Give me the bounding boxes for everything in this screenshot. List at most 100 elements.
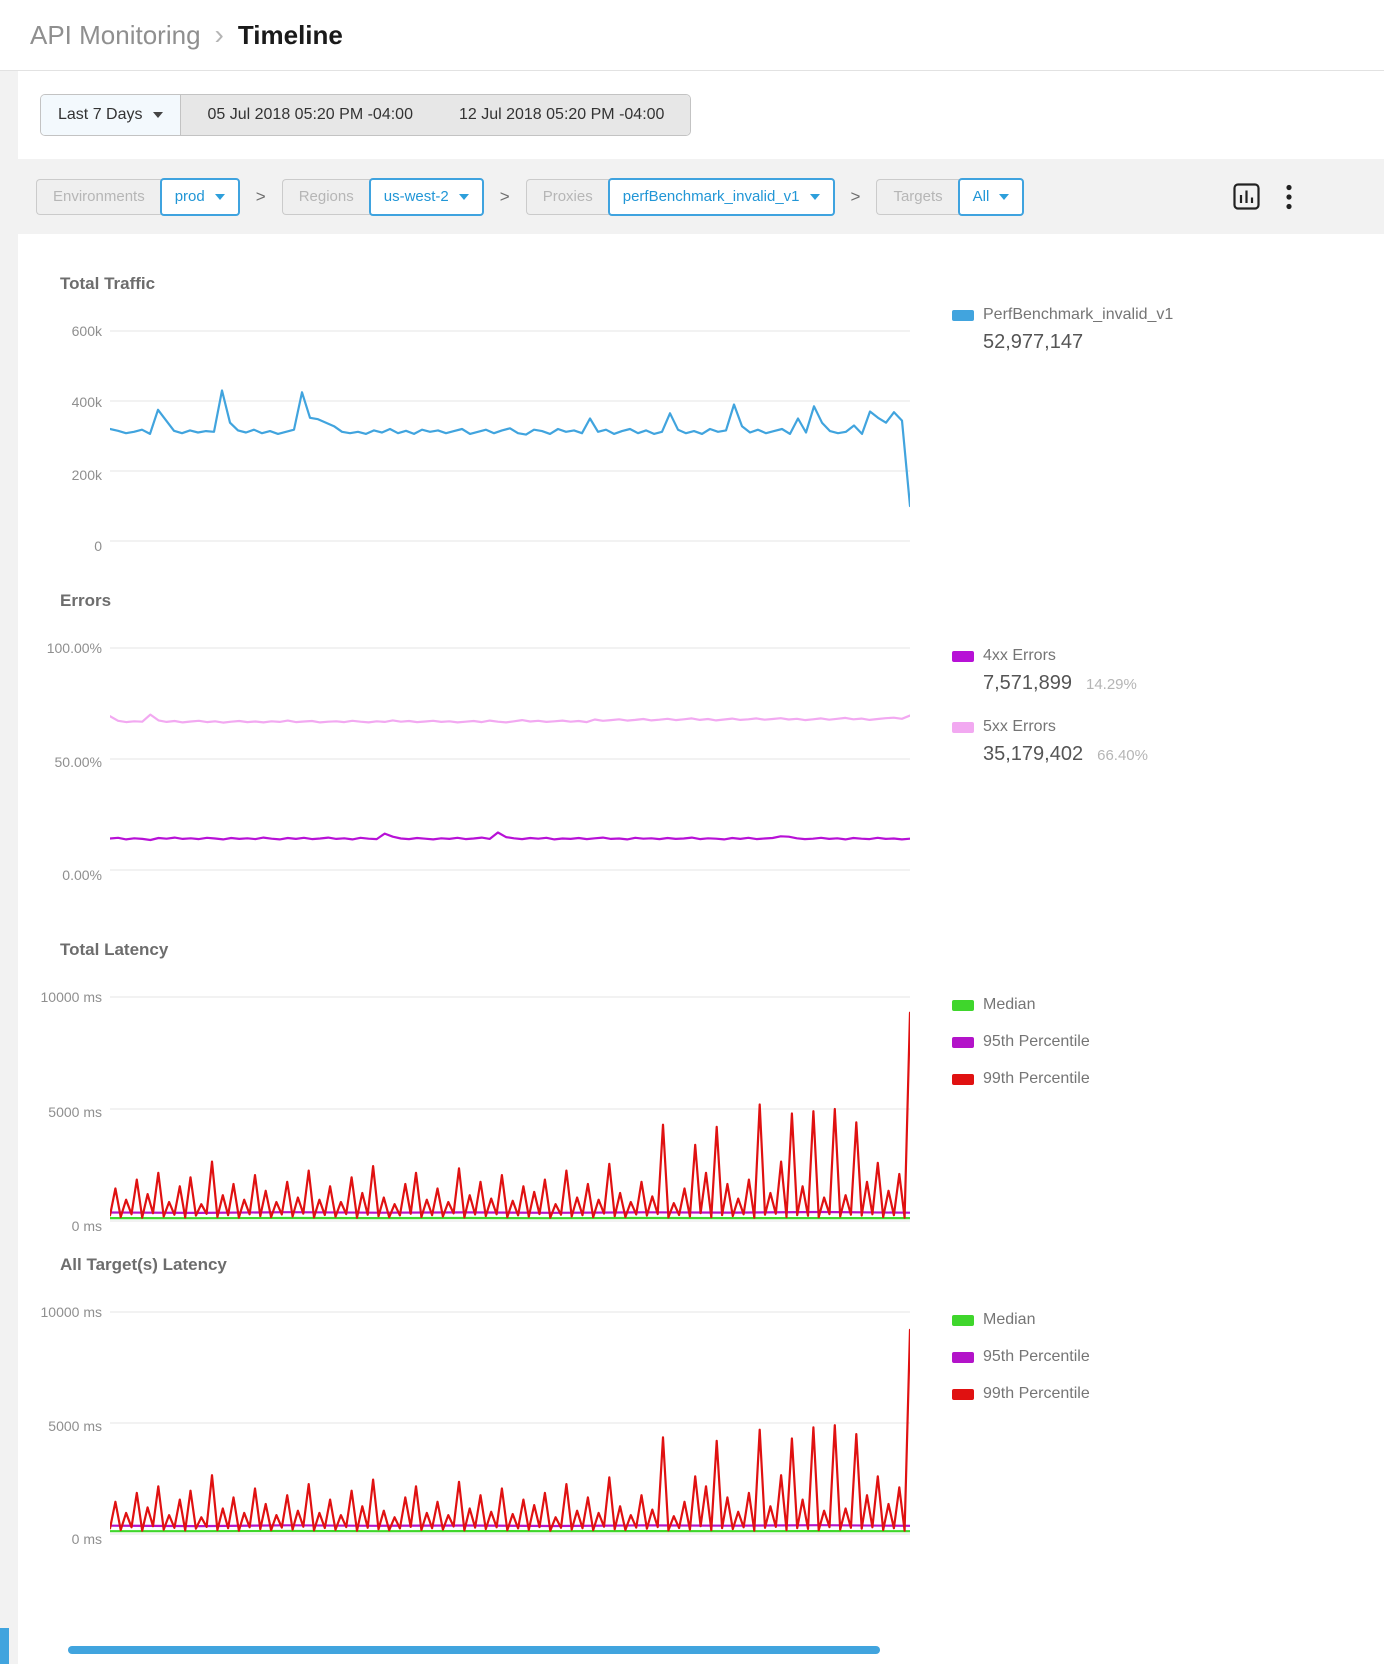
filter-regions-selected: us-west-2 [383,188,449,205]
filter-bar: Environments prod > Regions us-west-2 > … [0,159,1384,234]
total-latency-title: Total Latency [60,940,169,959]
date-preset-dropdown[interactable]: Last 7 Days [41,95,182,135]
chart-type-button[interactable] [1233,183,1260,210]
series-swatch [952,1388,974,1400]
chevron-down-icon [458,193,469,200]
legend-item[interactable]: Median [952,996,1090,1014]
series-total-value: 35,179,402 [983,743,1084,765]
breadcrumb-parent[interactable]: API Monitoring [30,19,201,50]
filter-separator: > [499,186,510,206]
chevron-down-icon [153,112,164,118]
errors-chart[interactable] [108,647,912,871]
ytick: 100.00% [46,640,102,657]
series-name: 4xx Errors [983,647,1056,664]
filter-proxies-value[interactable]: perfBenchmark_invalid_v1 [607,177,835,216]
filter-regions-value[interactable]: us-west-2 [368,177,484,216]
breadcrumb-separator-icon: › [214,19,224,50]
series-swatch [952,999,974,1011]
total-latency-legend: Median 95th Percentile 99th Percentile [952,996,1090,1227]
legend-item[interactable]: 95th Percentile [952,1033,1090,1051]
chevron-down-icon [999,193,1010,200]
errors-yaxis: 100.00% 50.00% 0.00% [47,640,110,883]
legend-item[interactable]: 4xx Errors [952,647,1148,665]
date-preset-label: Last 7 Days [58,106,143,123]
errors-section: Errors 100.00% 50.00% 0.00% 4xx Errors 7… [47,591,1384,883]
series-swatch [952,721,974,733]
total-latency-yaxis: 10000 ms 5000 ms 0 ms [41,989,110,1234]
filter-environments-label: Environments [36,178,161,215]
more-options-button[interactable] [1286,184,1292,210]
kebab-menu-icon [1286,184,1292,209]
all-targets-latency-legend: Median 95th Percentile 99th Percentile [952,1311,1090,1540]
filter-separator: > [255,186,266,206]
filter-environments-selected: prod [174,188,205,205]
filter-environments: Environments prod [36,177,240,216]
end-date: 12 Jul 2018 05:20 PM -04:00 [458,106,665,123]
filter-separator: > [850,186,861,206]
filter-regions: Regions us-west-2 [281,177,484,216]
series-total: 52,977,147 [983,331,1084,353]
series-total: 35,179,402 66.40% [983,743,1148,766]
filter-targets: Targets All [876,177,1025,216]
ytick: 5000 ms [48,1417,102,1434]
all-targets-latency-yaxis: 10000 ms 5000 ms 0 ms [41,1304,110,1547]
bar-chart-icon [1233,183,1260,210]
legend-item[interactable]: 5xx Errors [952,718,1148,736]
legend-item[interactable]: Median [952,1311,1090,1329]
page-title: Timeline [237,19,343,50]
filter-proxies-selected: perfBenchmark_invalid_v1 [622,188,800,205]
series-total-value: 7,571,899 [983,672,1072,694]
filter-proxies: Proxies perfBenchmark_invalid_v1 [525,177,835,216]
total-latency-chart[interactable] [108,996,912,1222]
all-targets-latency-section: All Target(s) Latency 10000 ms 5000 ms 0… [41,1255,1384,1547]
series-name: 95th Percentile [983,1033,1090,1050]
filter-proxies-label: Proxies [525,178,609,215]
filter-environments-value[interactable]: prod [159,177,240,216]
series-swatch [952,309,974,321]
all-targets-latency-title: All Target(s) Latency [60,1255,227,1274]
ytick: 10000 ms [40,989,102,1006]
series-name: Median [983,996,1036,1013]
legend-item[interactable]: 99th Percentile [952,1070,1090,1088]
legend-item[interactable]: 95th Percentile [952,1348,1090,1366]
ytick: 0 [94,537,102,554]
ytick: 0 ms [71,1217,102,1234]
series-name: 5xx Errors [983,718,1056,735]
date-range-bar: Last 7 Days 05 Jul 2018 05:20 PM -04:00 … [18,71,1384,159]
series-swatch [952,1073,974,1085]
time-range-brush[interactable] [68,1646,880,1654]
total-traffic-chart[interactable] [108,330,912,542]
errors-title: Errors [60,591,112,610]
series-swatch [952,1036,974,1048]
filter-targets-selected: All [972,188,990,205]
filter-regions-label: Regions [281,178,370,215]
date-range-display[interactable]: 05 Jul 2018 05:20 PM -04:00 12 Jul 2018 … [181,95,691,135]
ytick: 10000 ms [40,1304,102,1321]
total-traffic-section: Total Traffic 600k 400k 200k 0 PerfBench… [60,274,1384,554]
filter-targets-value[interactable]: All [957,177,1025,216]
filter-targets-label: Targets [876,178,959,215]
chevron-down-icon [809,193,820,200]
series-percent: 66.40% [1097,747,1148,764]
left-scrollbar-thumb[interactable] [0,1628,9,1664]
series-swatch [952,1314,974,1326]
charts-panel: Total Traffic 600k 400k 200k 0 PerfBench… [18,234,1384,1664]
chevron-down-icon [214,193,225,200]
legend-item[interactable]: 99th Percentile [952,1385,1090,1403]
series-percent: 14.29% [1085,676,1137,693]
total-latency-section: Total Latency 10000 ms 5000 ms 0 ms Medi… [41,940,1384,1234]
series-total: 7,571,899 14.29% [983,672,1148,695]
total-traffic-title: Total Traffic [60,274,156,293]
ytick: 400k [71,394,102,411]
total-traffic-legend: PerfBenchmark_invalid_v1 52,977,147 [952,306,1173,547]
page-header: API Monitoring › Timeline [0,0,1384,71]
total-traffic-yaxis: 600k 400k 200k 0 [60,323,110,554]
ytick: 5000 ms [48,1103,102,1120]
ytick: 600k [71,323,102,340]
series-name: 99th Percentile [983,1070,1090,1087]
ytick: 0.00% [62,866,102,883]
legend-item[interactable]: PerfBenchmark_invalid_v1 [952,306,1173,324]
all-targets-latency-chart[interactable] [108,1311,912,1535]
ytick: 50.00% [54,753,102,770]
series-name: 95th Percentile [983,1348,1090,1365]
